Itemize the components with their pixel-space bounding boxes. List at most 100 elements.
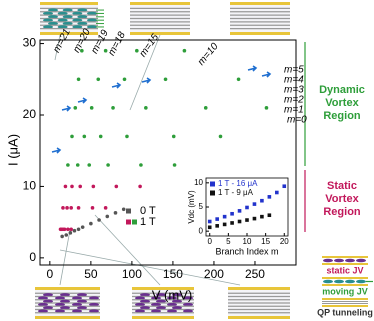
point <box>70 134 74 139</box>
vortex <box>43 25 53 29</box>
schematic <box>132 287 194 319</box>
electrode <box>230 2 290 5</box>
point <box>64 233 69 237</box>
vortex <box>57 18 68 22</box>
vortex <box>356 279 366 284</box>
point <box>171 134 176 139</box>
branch-label: m=10 <box>196 41 221 68</box>
inset-x-tick-label: 0 <box>208 237 213 246</box>
schematic-label: moving JV <box>322 286 368 296</box>
point <box>222 222 227 227</box>
vortex <box>140 306 150 310</box>
arrow <box>77 97 88 104</box>
region-label: Region <box>323 206 361 218</box>
schematic <box>130 2 190 35</box>
schematic <box>230 2 290 35</box>
point <box>72 228 77 233</box>
electrode <box>130 2 190 5</box>
vortex <box>151 309 161 313</box>
vortex <box>135 302 145 307</box>
vortex <box>77 293 87 297</box>
point <box>98 134 103 139</box>
vortex <box>38 296 48 300</box>
branch-label: m=2 <box>284 95 304 106</box>
point <box>69 206 73 210</box>
inset-x-tick-label: 15 <box>261 237 270 246</box>
electrode <box>130 32 190 35</box>
point <box>60 234 64 239</box>
inset-legend-label: 1 T - 16 μA <box>218 179 258 188</box>
point <box>215 217 219 221</box>
connector <box>94 214 161 286</box>
region-label: Dynamic <box>319 84 365 96</box>
x-tick-label: 100 <box>122 267 142 281</box>
region-label: Static <box>327 180 357 192</box>
point <box>282 184 287 189</box>
electrode <box>230 32 290 35</box>
electrode <box>228 316 290 319</box>
vortex <box>43 299 53 304</box>
vortex <box>72 296 82 300</box>
vortex <box>77 21 88 26</box>
vortex <box>72 309 82 313</box>
vortex <box>183 309 193 313</box>
arrow <box>51 147 62 154</box>
arrow <box>141 77 152 84</box>
point <box>65 206 69 210</box>
branch-label: m=5 <box>284 65 304 76</box>
point <box>69 227 73 232</box>
x-tick-label: 50 <box>84 267 98 281</box>
vortex <box>356 258 366 263</box>
electrode <box>40 32 98 35</box>
branch-label: m=4 <box>284 75 304 86</box>
vortex <box>62 8 73 12</box>
x-tick-label: 200 <box>204 267 224 281</box>
vortex <box>72 18 83 22</box>
point <box>236 77 241 82</box>
point <box>207 219 212 224</box>
point <box>61 206 65 210</box>
vortex <box>38 309 48 313</box>
point <box>260 198 264 203</box>
y-tick-label: 30 <box>23 36 37 50</box>
inset-bg <box>186 172 294 260</box>
point <box>89 221 93 226</box>
plot-frame <box>39 39 297 266</box>
vortex <box>87 18 97 22</box>
vortex <box>55 309 65 313</box>
vortex <box>60 306 70 310</box>
point <box>76 77 81 82</box>
region-label: Vortex <box>325 193 359 205</box>
electrode <box>132 316 194 319</box>
schematic-label: QP tunneling <box>317 307 373 317</box>
x-tick-label: 150 <box>163 267 183 281</box>
vortex <box>345 258 355 263</box>
point <box>97 218 101 222</box>
point <box>267 195 272 199</box>
vortex <box>135 296 145 300</box>
inset-x-tick-label: 10 <box>243 237 252 246</box>
point <box>215 224 219 228</box>
point <box>91 184 96 189</box>
vortex <box>151 302 161 307</box>
arrow <box>111 82 122 89</box>
point <box>237 209 242 213</box>
vortex <box>55 296 65 300</box>
point <box>252 216 257 221</box>
branch-label: m=0 <box>287 115 307 126</box>
electrode <box>35 316 100 319</box>
point <box>121 207 126 212</box>
legend-electrode <box>322 256 368 258</box>
vortex <box>140 293 150 297</box>
vortex <box>77 306 87 310</box>
region-label: Region <box>323 110 361 122</box>
arrow <box>261 71 272 78</box>
vortex <box>345 279 355 284</box>
x-tick-label: 250 <box>245 267 265 281</box>
inset-y-tick-label: 5 <box>199 202 204 211</box>
region-label: Vortex <box>325 97 359 109</box>
point <box>207 225 212 230</box>
point <box>106 163 110 167</box>
vortex <box>89 309 99 313</box>
schematic <box>40 2 104 35</box>
